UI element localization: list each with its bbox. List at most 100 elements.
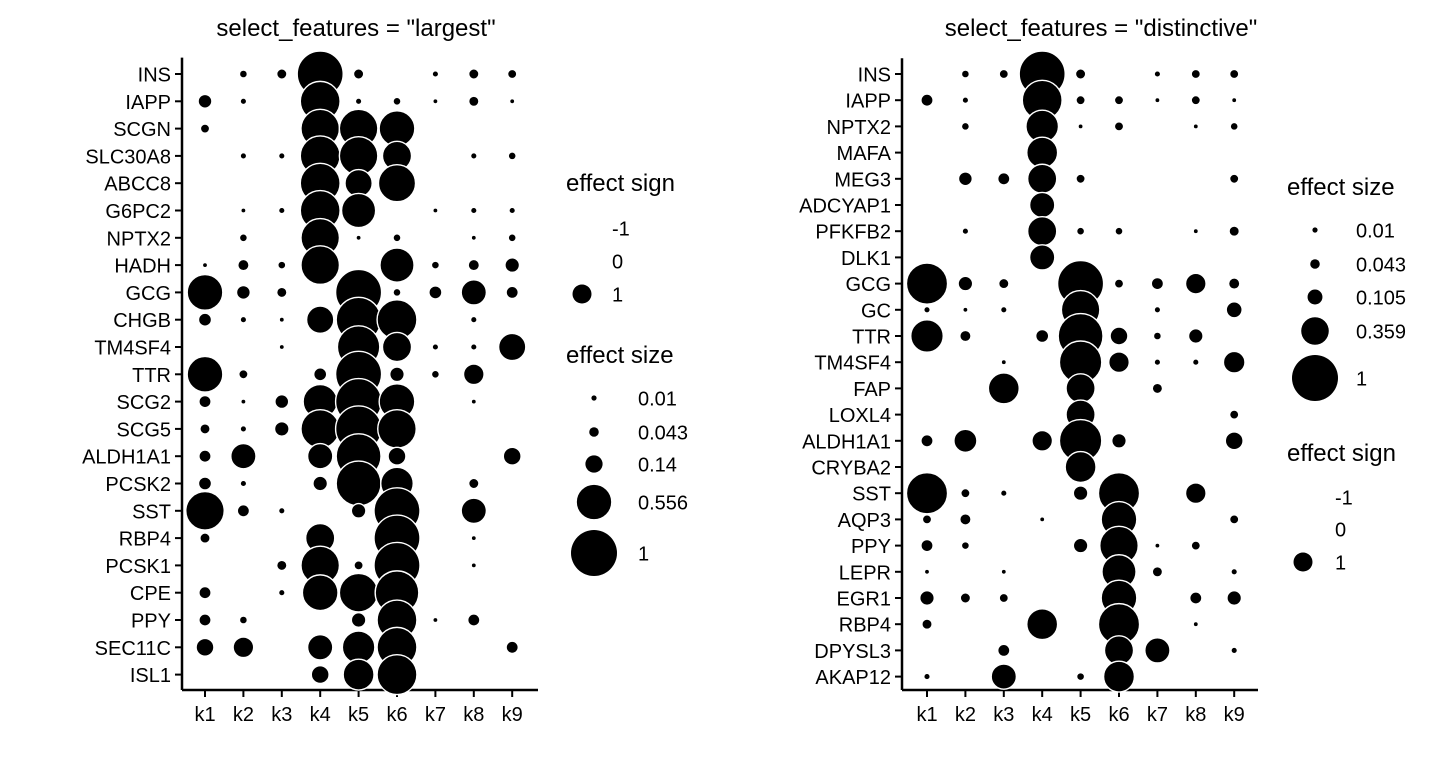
y-tick-label: PFKFB2 <box>815 222 891 244</box>
dot-point <box>504 257 521 274</box>
dot-point <box>392 233 402 243</box>
dot-point <box>1150 276 1165 291</box>
dot-point <box>905 262 949 305</box>
dot-point <box>379 247 415 283</box>
dot-point <box>1192 620 1200 628</box>
y-tick-label: FAP <box>853 379 891 401</box>
legend-key-point <box>1312 227 1318 233</box>
dot-point <box>377 408 417 449</box>
dot-point <box>1000 358 1008 366</box>
dot-point <box>1225 301 1243 319</box>
dot-point <box>355 234 362 242</box>
dot-point <box>1026 163 1058 195</box>
dot-point <box>508 98 516 105</box>
dot-point <box>1113 278 1125 289</box>
dot-point <box>1075 173 1086 185</box>
y-tick-label: MAFA <box>837 143 892 165</box>
dot-point <box>469 343 478 351</box>
legend-label: 0.105 <box>1356 288 1406 310</box>
legend-key-point <box>591 395 597 401</box>
dot-point <box>999 305 1008 314</box>
dot-point <box>1191 358 1200 367</box>
y-tick-label: EGR1 <box>837 589 891 611</box>
dot-point <box>1077 123 1084 130</box>
dot-point <box>275 559 288 572</box>
dot-point <box>335 460 382 507</box>
dot-point <box>201 261 209 269</box>
y-tick-label: SLC30A8 <box>85 146 171 168</box>
dot-point <box>310 664 330 685</box>
dot-point <box>186 355 224 393</box>
dot-point <box>923 672 931 681</box>
dot-point <box>1151 565 1164 578</box>
dot-point <box>306 442 334 470</box>
dot-point <box>1113 121 1125 132</box>
dot-point <box>352 68 365 80</box>
y-tick-label: DPYSL3 <box>814 641 891 663</box>
x-tick-label: k9 <box>1224 704 1245 726</box>
dot-point <box>1230 567 1239 576</box>
dot-point <box>198 394 212 409</box>
dot-point <box>957 275 974 292</box>
dot-point <box>239 315 248 324</box>
y-tick-label: G6PC2 <box>105 201 171 223</box>
y-tick-label: TTR <box>852 327 891 349</box>
dot-point <box>198 585 212 600</box>
dot-point <box>342 658 375 691</box>
dot-point <box>312 367 328 382</box>
dot-point <box>275 286 288 299</box>
y-tick-label: MEG3 <box>834 169 891 191</box>
y-tick-label: SST <box>852 484 891 506</box>
y-tick-label: GCG <box>125 283 171 305</box>
legend-label: 0.043 <box>1356 255 1406 277</box>
dot-point <box>1154 96 1161 104</box>
dot-point <box>997 277 1010 290</box>
x-tick-label: k6 <box>386 704 407 726</box>
dot-point <box>467 477 480 490</box>
y-tick-label: LOXL4 <box>829 405 891 427</box>
y-tick-label: NPTX2 <box>107 228 171 250</box>
legend-label: 0.043 <box>638 423 688 445</box>
dot-point <box>240 398 247 405</box>
legend-key-point <box>585 455 603 473</box>
dot-point <box>195 637 215 657</box>
right-dot-plot: select_features = "distinctive" INS IAPP NP… <box>799 15 1258 726</box>
dot-point <box>1114 226 1124 236</box>
x-tick-label: k4 <box>310 704 331 726</box>
dot-point <box>238 69 249 79</box>
dot-point <box>960 540 971 551</box>
x-tick-label: k1 <box>916 704 937 726</box>
y-tick-label: PPY <box>131 611 171 633</box>
dot-point <box>1075 94 1086 106</box>
y-tick-label: PCSK1 <box>105 556 171 578</box>
legend-key-point <box>572 284 592 304</box>
dot-point <box>920 434 934 448</box>
legend-label: 1 <box>1356 369 1367 391</box>
dot-point <box>431 70 440 78</box>
dot-point <box>919 590 935 606</box>
legend-label: 0.556 <box>638 493 688 515</box>
y-tick-label: IAPP <box>125 92 171 114</box>
dot-point <box>305 305 335 335</box>
y-tick-label: TTR <box>132 365 171 387</box>
dot-point <box>1228 409 1240 420</box>
dot-point <box>953 428 978 453</box>
dot-point <box>1144 637 1171 664</box>
dot-point <box>300 408 341 449</box>
dot-point <box>508 206 517 215</box>
dot-point <box>239 479 248 488</box>
legend-label: 1 <box>612 285 623 307</box>
dot-point <box>1228 68 1240 80</box>
dot-point <box>998 68 1010 80</box>
dot-point <box>987 372 1020 405</box>
legend-label: 0.01 <box>638 389 677 411</box>
dot-point <box>960 69 971 79</box>
dot-point <box>239 97 248 106</box>
chart-title: select_features = "distinctive" <box>945 15 1258 42</box>
dot-point <box>273 420 290 437</box>
x-tick-label: k4 <box>1032 704 1053 726</box>
dot-point <box>238 368 249 380</box>
y-tick-label: AKAP12 <box>815 667 891 689</box>
y-tick-label: AQP3 <box>838 510 891 532</box>
